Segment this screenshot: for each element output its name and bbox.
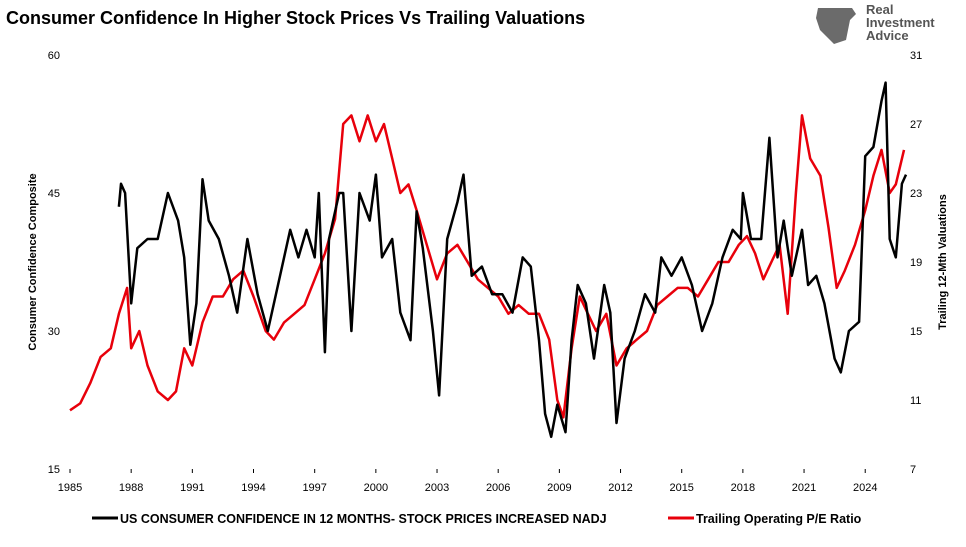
y2-tick-label: 31 — [910, 50, 922, 62]
y2-tick-label: 11 — [910, 395, 921, 407]
x-tick-label: 1991 — [180, 482, 204, 494]
chart-title: Consumer Confidence In Higher Stock Pric… — [6, 8, 585, 28]
x-tick-label: 2024 — [853, 482, 877, 494]
legend-label: US CONSUMER CONFIDENCE IN 12 MONTHS- STO… — [120, 512, 607, 526]
y-tick-label: 30 — [48, 326, 60, 338]
legend-label: Trailing Operating P/E Ratio — [696, 512, 862, 526]
logo-icon — [816, 8, 856, 44]
x-tick-label: 2012 — [608, 482, 632, 494]
logo-text: Advice — [866, 28, 909, 43]
logo-text: Real — [866, 2, 893, 17]
x-tick-label: 1997 — [302, 482, 326, 494]
logo-text: Investment — [866, 15, 935, 30]
x-tick-label: 1985 — [58, 482, 82, 494]
x-tick-label: 1994 — [241, 482, 265, 494]
y2-tick-label: 7 — [910, 464, 916, 476]
x-tick-label: 2000 — [364, 482, 388, 494]
y2-tick-label: 15 — [910, 326, 922, 338]
y-tick-label: 45 — [48, 188, 60, 200]
x-tick-label: 2018 — [731, 482, 755, 494]
series-line — [69, 114, 906, 419]
x-tick-label: 1988 — [119, 482, 143, 494]
y2-tick-label: 23 — [910, 188, 922, 200]
x-tick-label: 2006 — [486, 482, 510, 494]
series-line — [117, 81, 908, 439]
y-axis-label: Consumer Confidence Composite — [27, 173, 39, 350]
x-tick-label: 2021 — [792, 482, 816, 494]
x-tick-label: 2003 — [425, 482, 449, 494]
y2-tick-label: 19 — [910, 257, 922, 269]
logo: Real Investment Advice — [816, 2, 935, 44]
y-tick-label: 60 — [48, 50, 60, 62]
y2-tick-label: 27 — [910, 119, 922, 131]
x-tick-label: 2015 — [669, 482, 693, 494]
y-tick-label: 15 — [48, 464, 60, 476]
y2-axis-label: Trailing 12-Mth Valuations — [937, 194, 949, 330]
x-tick-label: 2009 — [547, 482, 571, 494]
